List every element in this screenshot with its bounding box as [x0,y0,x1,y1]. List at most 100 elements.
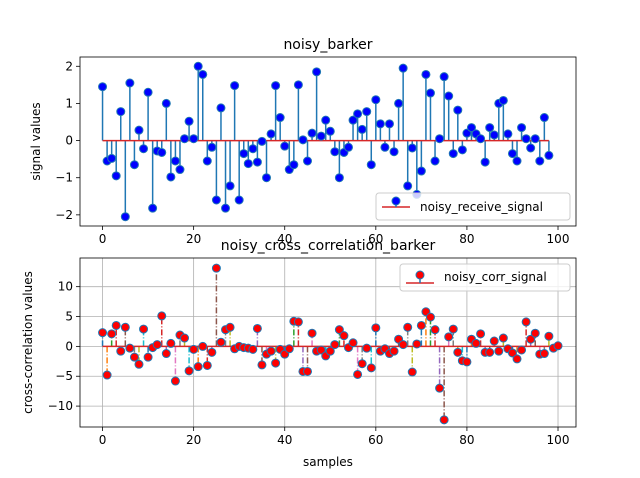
data-point [512,156,522,166]
data-point [544,150,554,160]
data-point [439,72,449,82]
data-point [357,124,367,134]
legend-label: noisy_corr_signal [444,270,547,284]
data-point [526,334,536,344]
x-tick-label: 40 [277,433,292,447]
data-point [175,165,185,175]
y-tick-label: −10 [48,399,73,413]
data-point [248,144,258,154]
x-tick-label: 60 [368,232,383,246]
data-point [389,346,399,356]
data-point [284,344,294,354]
legend-marker [415,270,425,280]
x-tick-label: 80 [459,433,474,447]
data-point [366,363,376,373]
y-tick-label: 10 [58,280,73,294]
data-point [425,312,435,322]
data-point [480,157,490,167]
y-tick-label: 0 [65,339,73,353]
data-point [184,366,194,376]
data-point [143,352,153,362]
x-tick-label: 20 [186,232,201,246]
data-point [307,128,317,138]
data-point [189,134,199,144]
data-point [230,81,240,91]
data-point [211,263,221,273]
data-point [120,212,130,222]
data-point [129,352,139,362]
data-point [125,343,135,353]
legend-box [399,263,571,292]
data-point [498,333,508,343]
data-point [234,195,244,205]
data-point [252,323,262,333]
data-point [193,362,203,372]
data-point [316,345,326,355]
x-tick-label: 100 [547,232,570,246]
data-point [102,370,112,380]
data-point [330,340,340,350]
data-point [444,91,454,101]
data-point [143,87,153,97]
data-point [280,141,290,151]
data-point [303,366,313,376]
data-point [348,338,358,348]
data-point [530,134,540,144]
data-point [293,317,303,327]
data-point [107,153,117,163]
data-point [293,80,303,90]
data-point [489,336,499,346]
data-point [166,172,176,182]
data-point [266,129,276,139]
x-tick-label: 0 [99,232,107,246]
legend: noisy_receive_signal [375,192,571,221]
data-point [170,156,180,166]
legend-label: noisy_receive_signal [420,200,543,214]
data-point [535,156,545,166]
data-point [225,322,235,332]
data-point [198,341,208,351]
data-point [216,337,226,347]
data-point [221,203,231,213]
data-point [462,357,472,367]
markers [98,263,563,425]
x-axis-label: samples [303,455,353,469]
y-axis-label: cross-correlation values [21,271,35,414]
data-point [439,415,449,425]
data-point [239,149,249,159]
data-point [512,354,522,364]
x-axis-ticks: 0 20 40 60 80 100 [99,226,570,246]
data-point [380,142,390,152]
data-point [375,119,385,129]
data-point [148,203,158,213]
data-point [271,81,281,91]
data-point [416,166,426,176]
data-point [275,113,285,123]
data-point [362,107,372,117]
data-point [453,105,463,115]
legend: noisy_corr_signal [399,263,571,292]
data-point [129,160,139,170]
data-point [453,347,463,357]
data-point [476,134,486,144]
data-point [498,95,508,105]
x-tick-label: 20 [186,433,201,447]
data-point [435,134,445,144]
data-point [134,125,144,135]
data-point [98,328,108,338]
data-point [343,142,353,152]
data-point [211,195,221,205]
data-point [216,103,226,113]
data-point [407,143,417,153]
data-point [202,156,212,166]
data-point [398,63,408,73]
data-point [494,346,504,356]
data-point [266,346,276,356]
plot-frame [79,257,577,428]
data-point [248,344,258,354]
data-point [362,343,372,353]
data-point [466,123,476,133]
data-point [207,347,217,357]
data-point [225,181,235,191]
data-point [384,119,394,129]
